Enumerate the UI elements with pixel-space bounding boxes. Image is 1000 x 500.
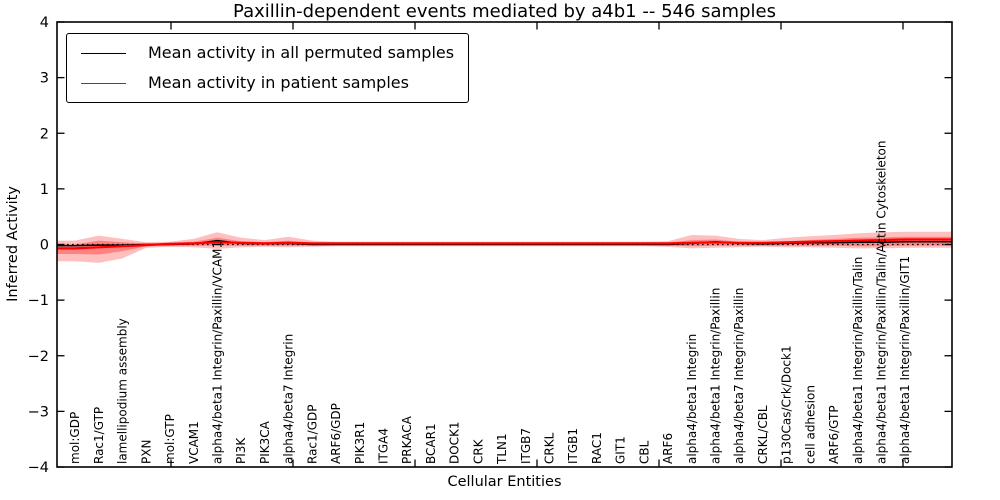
patient-activity-outer-band (57, 231, 952, 263)
legend-label-patient: Mean activity in patient samples (148, 73, 409, 92)
y-tick-label: 3 (40, 71, 49, 87)
patient-mean-line (57, 238, 952, 250)
y-tick-label: 1 (40, 182, 49, 198)
x-category-label: PXN (139, 440, 153, 464)
x-category-label: p130Cas/Crk/Dock1 (780, 345, 794, 464)
legend-line-permuted-icon (81, 52, 126, 54)
x-category-label: alpha4/beta7 Integrin (282, 334, 296, 464)
x-category-label: CBL (637, 440, 651, 464)
x-category-label: mol:GDP (68, 412, 82, 464)
y-tick-label: −4 (28, 460, 49, 476)
legend-line-patient-icon (81, 82, 126, 84)
x-category-label: VCAM1 (187, 421, 201, 464)
x-category-label: ITGA4 (377, 428, 391, 464)
x-category-label: CRKL/CBL (756, 405, 770, 464)
y-tick-label: −3 (28, 404, 49, 420)
y-axis-label: Inferred Activity (5, 186, 21, 302)
y-tick-label: −1 (28, 293, 49, 309)
x-category-label: mol:GTP (163, 414, 177, 464)
x-category-label: PRKACA (400, 415, 414, 464)
x-category-label: TLN1 (495, 433, 509, 465)
chart-title: Paxillin-dependent events mediated by a4… (233, 1, 776, 22)
x-category-label: GIT1 (614, 436, 628, 464)
y-tick-label: −2 (28, 349, 49, 365)
y-tick-label: 2 (40, 126, 49, 142)
x-category-label: PIK3R1 (353, 422, 367, 464)
y-tick-label: 0 (40, 238, 49, 254)
x-category-label: DOCK1 (448, 421, 462, 464)
legend-label-permuted: Mean activity in all permuted samples (148, 43, 455, 62)
x-category-label: alpha4/beta1 Integrin/Paxillin (709, 288, 723, 464)
x-category-label: CRK (471, 438, 485, 464)
x-category-label: CRKL (543, 432, 557, 464)
x-category-label: cell adhesion (803, 385, 817, 464)
legend-item-patient: Mean activity in patient samples (81, 73, 454, 93)
legend: Mean activity in all permuted samples Me… (66, 33, 470, 103)
x-category-label: lamellipodium assembly (116, 318, 130, 464)
x-category-label: alpha4/beta1 Integrin/Paxillin/GIT1 (898, 256, 912, 464)
x-category-label: alpha4/beta1 Integrin/Paxillin/Talin (851, 257, 865, 464)
x-category-label: PI3K (234, 437, 248, 464)
x-category-label: ARF6/GDP (329, 403, 343, 464)
legend-item-permuted: Mean activity in all permuted samples (81, 43, 454, 63)
x-category-label: ITGB7 (519, 428, 533, 464)
x-category-label: alpha4/beta1 Integrin (685, 334, 699, 464)
x-category-label: BCAR1 (424, 423, 438, 464)
x-category-label: Rac1/GTP (92, 407, 106, 464)
y-tick-label: 4 (40, 15, 49, 31)
patient-activity-inner-band (57, 236, 952, 255)
x-category-label: alpha4/beta1 Integrin/Paxillin/Talin/Act… (875, 141, 889, 464)
x-category-label: ITGB1 (566, 428, 580, 464)
x-axis-label: Cellular Entities (447, 474, 562, 490)
x-category-label: ARF6 (661, 433, 675, 464)
x-category-label: alpha4/beta7 Integrin/Paxillin (732, 288, 746, 464)
x-category-label: alpha4/beta1 Integrin/Paxillin/VCAM1 (211, 241, 225, 464)
x-category-label: RAC1 (590, 432, 604, 464)
x-category-label: PIK3CA (258, 420, 272, 464)
x-category-label: Rac1/GDP (305, 405, 319, 464)
x-category-label: ARF6/GTP (827, 405, 841, 464)
